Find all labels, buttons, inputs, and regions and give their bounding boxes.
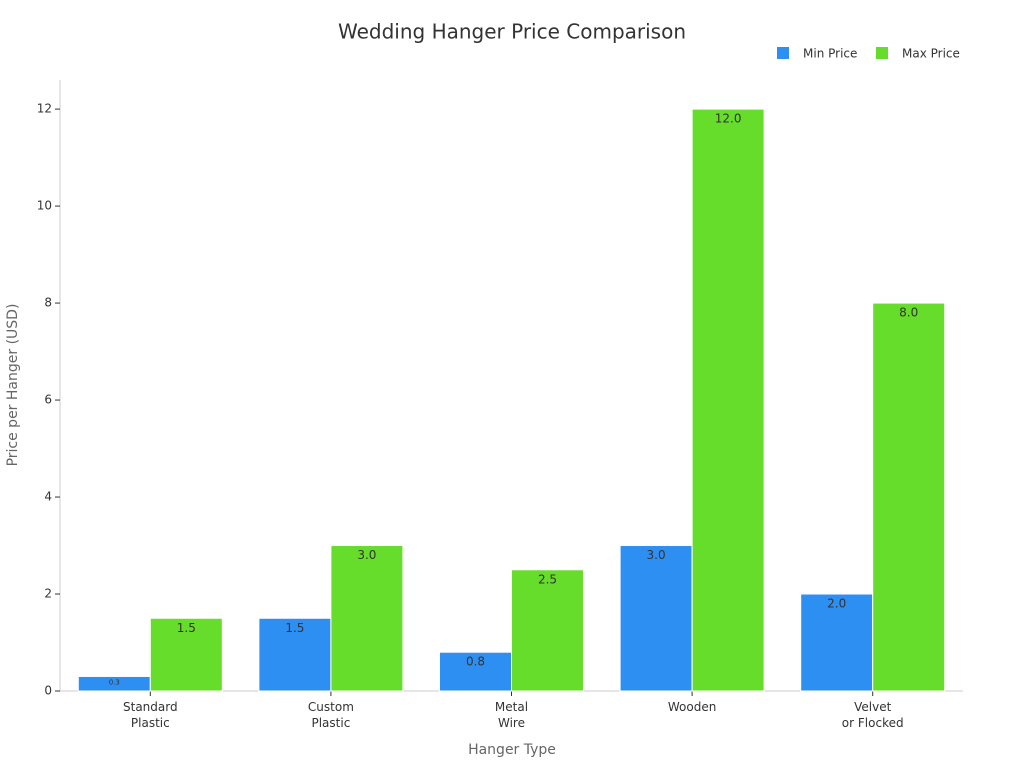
- x-tick-label-line: Standard: [123, 700, 178, 714]
- x-tick-label-line: Velvet: [854, 700, 891, 714]
- legend-swatch: [777, 47, 789, 59]
- bar: [511, 569, 584, 692]
- y-tick-label: 8: [44, 296, 52, 310]
- x-tick-label: Custom Plastic: [308, 700, 354, 730]
- bar: [439, 651, 512, 692]
- legend-label: Min Price: [803, 47, 857, 61]
- value-label: 3.0: [357, 548, 376, 562]
- bar: [691, 108, 765, 692]
- y-tick-label: 12: [37, 102, 52, 116]
- x-axis-label: Hanger Type: [468, 742, 556, 758]
- x-tick-label-line: or Flocked: [842, 716, 904, 730]
- value-label: 2.5: [538, 572, 557, 586]
- value-label: 1.5: [177, 621, 196, 635]
- x-tick-label: Wooden: [668, 700, 716, 714]
- x-tick-label-line: Custom: [308, 700, 354, 714]
- x-tick-label-line: Plastic: [311, 716, 350, 730]
- bar: [872, 302, 946, 692]
- x-tick-label-line: Wooden: [668, 700, 716, 714]
- value-label: 0.8: [466, 655, 485, 669]
- y-tick-label: 4: [44, 490, 52, 504]
- y-tick-label: 10: [37, 199, 52, 213]
- bar: [149, 617, 223, 692]
- x-tick-label-line: Wire: [498, 716, 525, 730]
- y-tick-label: 6: [44, 393, 52, 407]
- x-tick-label: Standard Plastic: [123, 700, 178, 730]
- value-label: 0.3: [109, 678, 120, 686]
- value-label: 1.5: [285, 621, 304, 635]
- y-tick-label: 2: [44, 587, 52, 601]
- bar: [330, 545, 404, 692]
- legend-label: Max Price: [902, 47, 960, 61]
- value-label: 2.0: [827, 597, 846, 611]
- chart-title: Wedding Hanger Price Comparison: [338, 20, 686, 44]
- y-axis-label: Price per Hanger (USD): [5, 304, 21, 467]
- value-label: 3.0: [647, 548, 666, 562]
- x-tick-label: Metal Wire: [495, 700, 528, 730]
- legend-swatch: [876, 47, 888, 59]
- x-tick-label-line: Plastic: [131, 716, 170, 730]
- value-label: 12.0: [715, 112, 742, 126]
- value-label: 8.0: [899, 306, 918, 320]
- bar: [619, 545, 693, 692]
- x-tick-label-line: Metal: [495, 700, 528, 714]
- x-tick-label: Velvet or Flocked: [842, 700, 904, 730]
- y-tick-label: 0: [44, 684, 52, 698]
